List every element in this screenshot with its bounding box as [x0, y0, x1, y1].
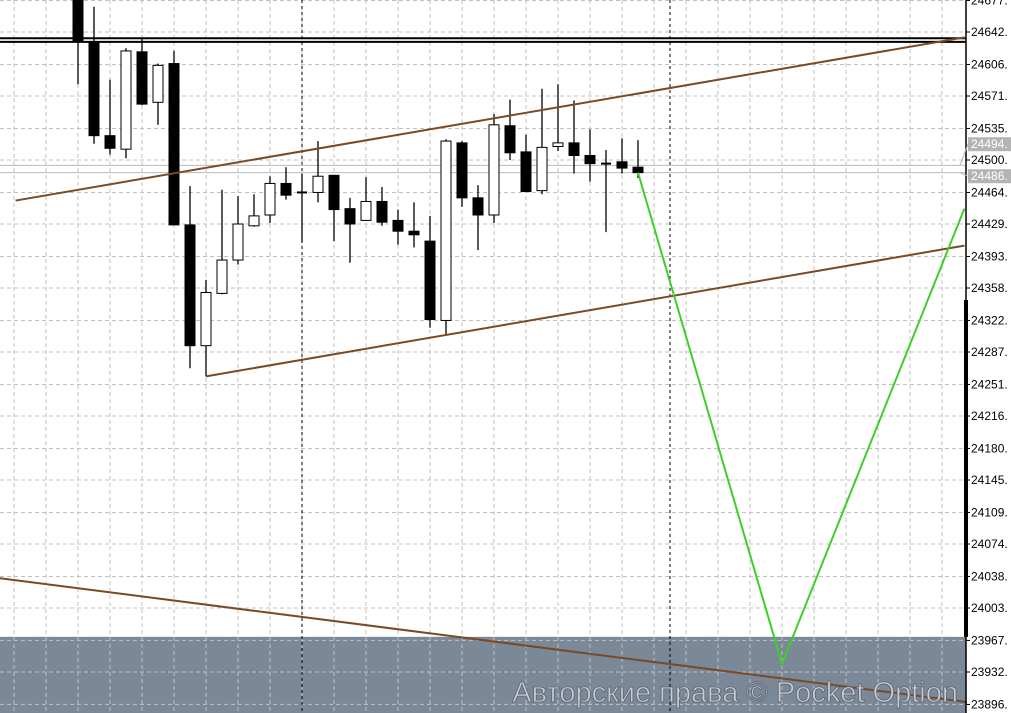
price-label-text: 24494.: [971, 137, 1008, 151]
candle-bear: [504, 125, 516, 154]
candle-bear: [168, 63, 180, 226]
trendline: [15, 36, 965, 202]
candle-bear: [392, 219, 404, 232]
candle-bull: [360, 200, 372, 221]
y-tick-label: 24109.: [971, 505, 1008, 519]
y-tick-label: 23896.: [971, 697, 1008, 711]
y-tick-label: 24074.: [971, 537, 1008, 551]
candle-bear: [424, 240, 436, 321]
y-tick-label: 24180.: [971, 441, 1008, 455]
y-tick-label: 24322.: [971, 313, 1008, 327]
y-tick-label: 24429.: [971, 217, 1008, 231]
candle-bear: [616, 161, 628, 169]
candle-bull: [488, 124, 500, 216]
candle-bull: [248, 215, 260, 227]
y-tick-label: 24464.: [971, 185, 1008, 199]
trendlines: [0, 36, 1000, 708]
candle-bear: [88, 42, 100, 137]
candle-bull: [152, 64, 164, 103]
y-tick-label: 24677.: [971, 0, 1008, 7]
candles: [72, 0, 644, 377]
candle-bear: [584, 154, 596, 165]
price-labels: 24494. 24486.: [959, 137, 1011, 184]
candle-bear: [104, 135, 116, 149]
shaded-zone: [0, 636, 966, 713]
y-tick-label: 24216.: [971, 409, 1008, 423]
candle-bull: [552, 142, 564, 147]
candle-bear: [520, 151, 532, 193]
price-label-box: [968, 169, 1011, 184]
candle-bull: [120, 50, 132, 150]
candle-bull: [536, 146, 548, 192]
candle-bull: [264, 182, 276, 216]
price-label-box: [968, 137, 1011, 152]
y-tick-label: 24393.: [971, 249, 1008, 263]
candle-bull: [200, 292, 212, 347]
candle-bear: [408, 230, 420, 236]
y-tick-label: 24606.: [971, 57, 1008, 71]
candle-bull: [232, 223, 244, 261]
y-tick-label: 24571.: [971, 89, 1008, 103]
candle-bull: [216, 259, 228, 294]
candle-bear: [72, 0, 84, 43]
y-tick-label: 24642.: [971, 25, 1008, 39]
y-tick-label: 24145.: [971, 473, 1008, 487]
y-tick-label: 23932.: [971, 665, 1008, 679]
y-tick-label: 23967.: [971, 633, 1008, 647]
y-tick-label: 24251.: [971, 377, 1008, 391]
candle-bear: [344, 208, 356, 225]
y-tick-label: 24003.: [971, 601, 1008, 615]
trendline: [205, 244, 965, 378]
candle-bear: [184, 224, 196, 347]
candle-bear: [568, 142, 580, 156]
price-label-text: 24486.: [971, 169, 1008, 183]
candle-bull: [312, 175, 324, 193]
candle-bear: [376, 200, 388, 223]
candle-bear: [472, 197, 484, 216]
y-tick-label: 24358.: [971, 281, 1008, 295]
y-tick-label: 24287.: [971, 345, 1008, 359]
y-tick-label: 24535.: [971, 121, 1008, 135]
forecast-path-line: [637, 172, 966, 667]
horizontal-levels: [0, 37, 966, 174]
watermark: Авторские права © Pocket Option: [512, 677, 958, 709]
candle-bull: [440, 140, 452, 321]
shaded-zone-rect: [0, 636, 966, 713]
y-tick-label: 24500.: [971, 153, 1008, 167]
grid: [0, 0, 966, 713]
vertical-markers: [301, 0, 671, 713]
candle-bear: [280, 182, 292, 196]
candle-bear: [136, 51, 148, 105]
y-tick-label: 24038.: [971, 569, 1008, 583]
trendline: [0, 577, 1000, 708]
candle-bear: [328, 174, 340, 211]
price-axis[interactable]: 24677. 24642. 24606. 24571. 24535. 24500. 2446…: [964, 0, 1011, 713]
price-label-connector: [959, 172, 969, 177]
price-axis-background: [967, 0, 1011, 713]
candle-bear: [632, 166, 644, 174]
candle-bear: [456, 142, 468, 199]
price-label-connector: [959, 144, 969, 166]
